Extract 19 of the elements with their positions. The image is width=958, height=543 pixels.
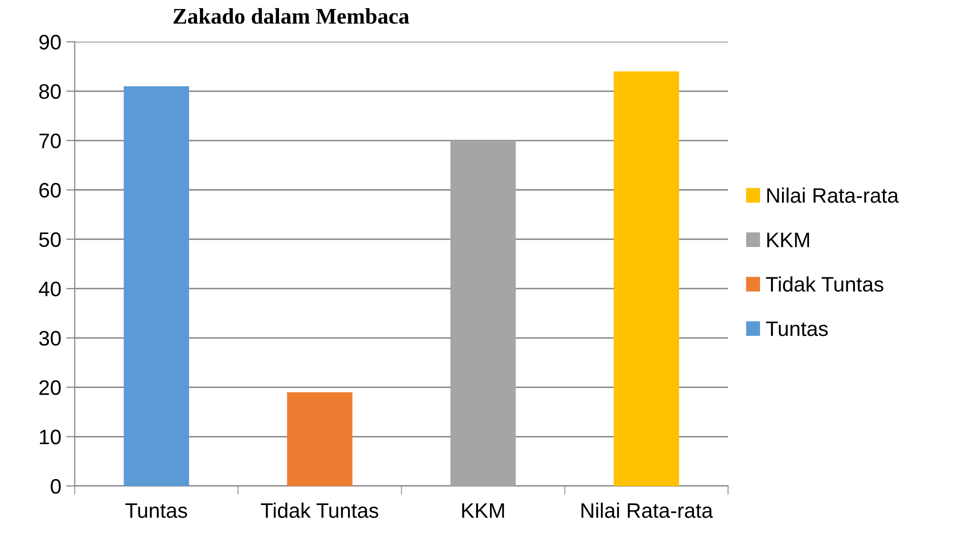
x-tick-label: Nilai Rata-rata [582,502,713,518]
y-tick-label: 10 [40,430,61,444]
y-tick-label: 0 [50,478,61,494]
y-tick-label: 60 [39,182,61,198]
y-tick-label: 80 [39,84,61,99]
legend-label: Tidak Tuntas [766,276,884,292]
legend-label: KKM [767,232,810,248]
chart-title: Zakado dalam Membaca [174,8,410,24]
legend-label: Tuntas [766,322,828,336]
y-tick-label: 40 [38,282,61,296]
y-tick-label: 70 [39,134,61,148]
y-tick-label: 90 [39,34,61,50]
x-tick-label: Tidak Tuntas [260,502,378,518]
y-tick-label: 20 [39,380,61,396]
x-tick-label: Tuntas [125,503,188,518]
y-tick-label: 30 [39,330,61,346]
x-tick-label: KKM [462,503,504,518]
legend-label: Nilai Rata-rata [767,188,899,203]
y-tick-label: 50 [39,232,61,247]
